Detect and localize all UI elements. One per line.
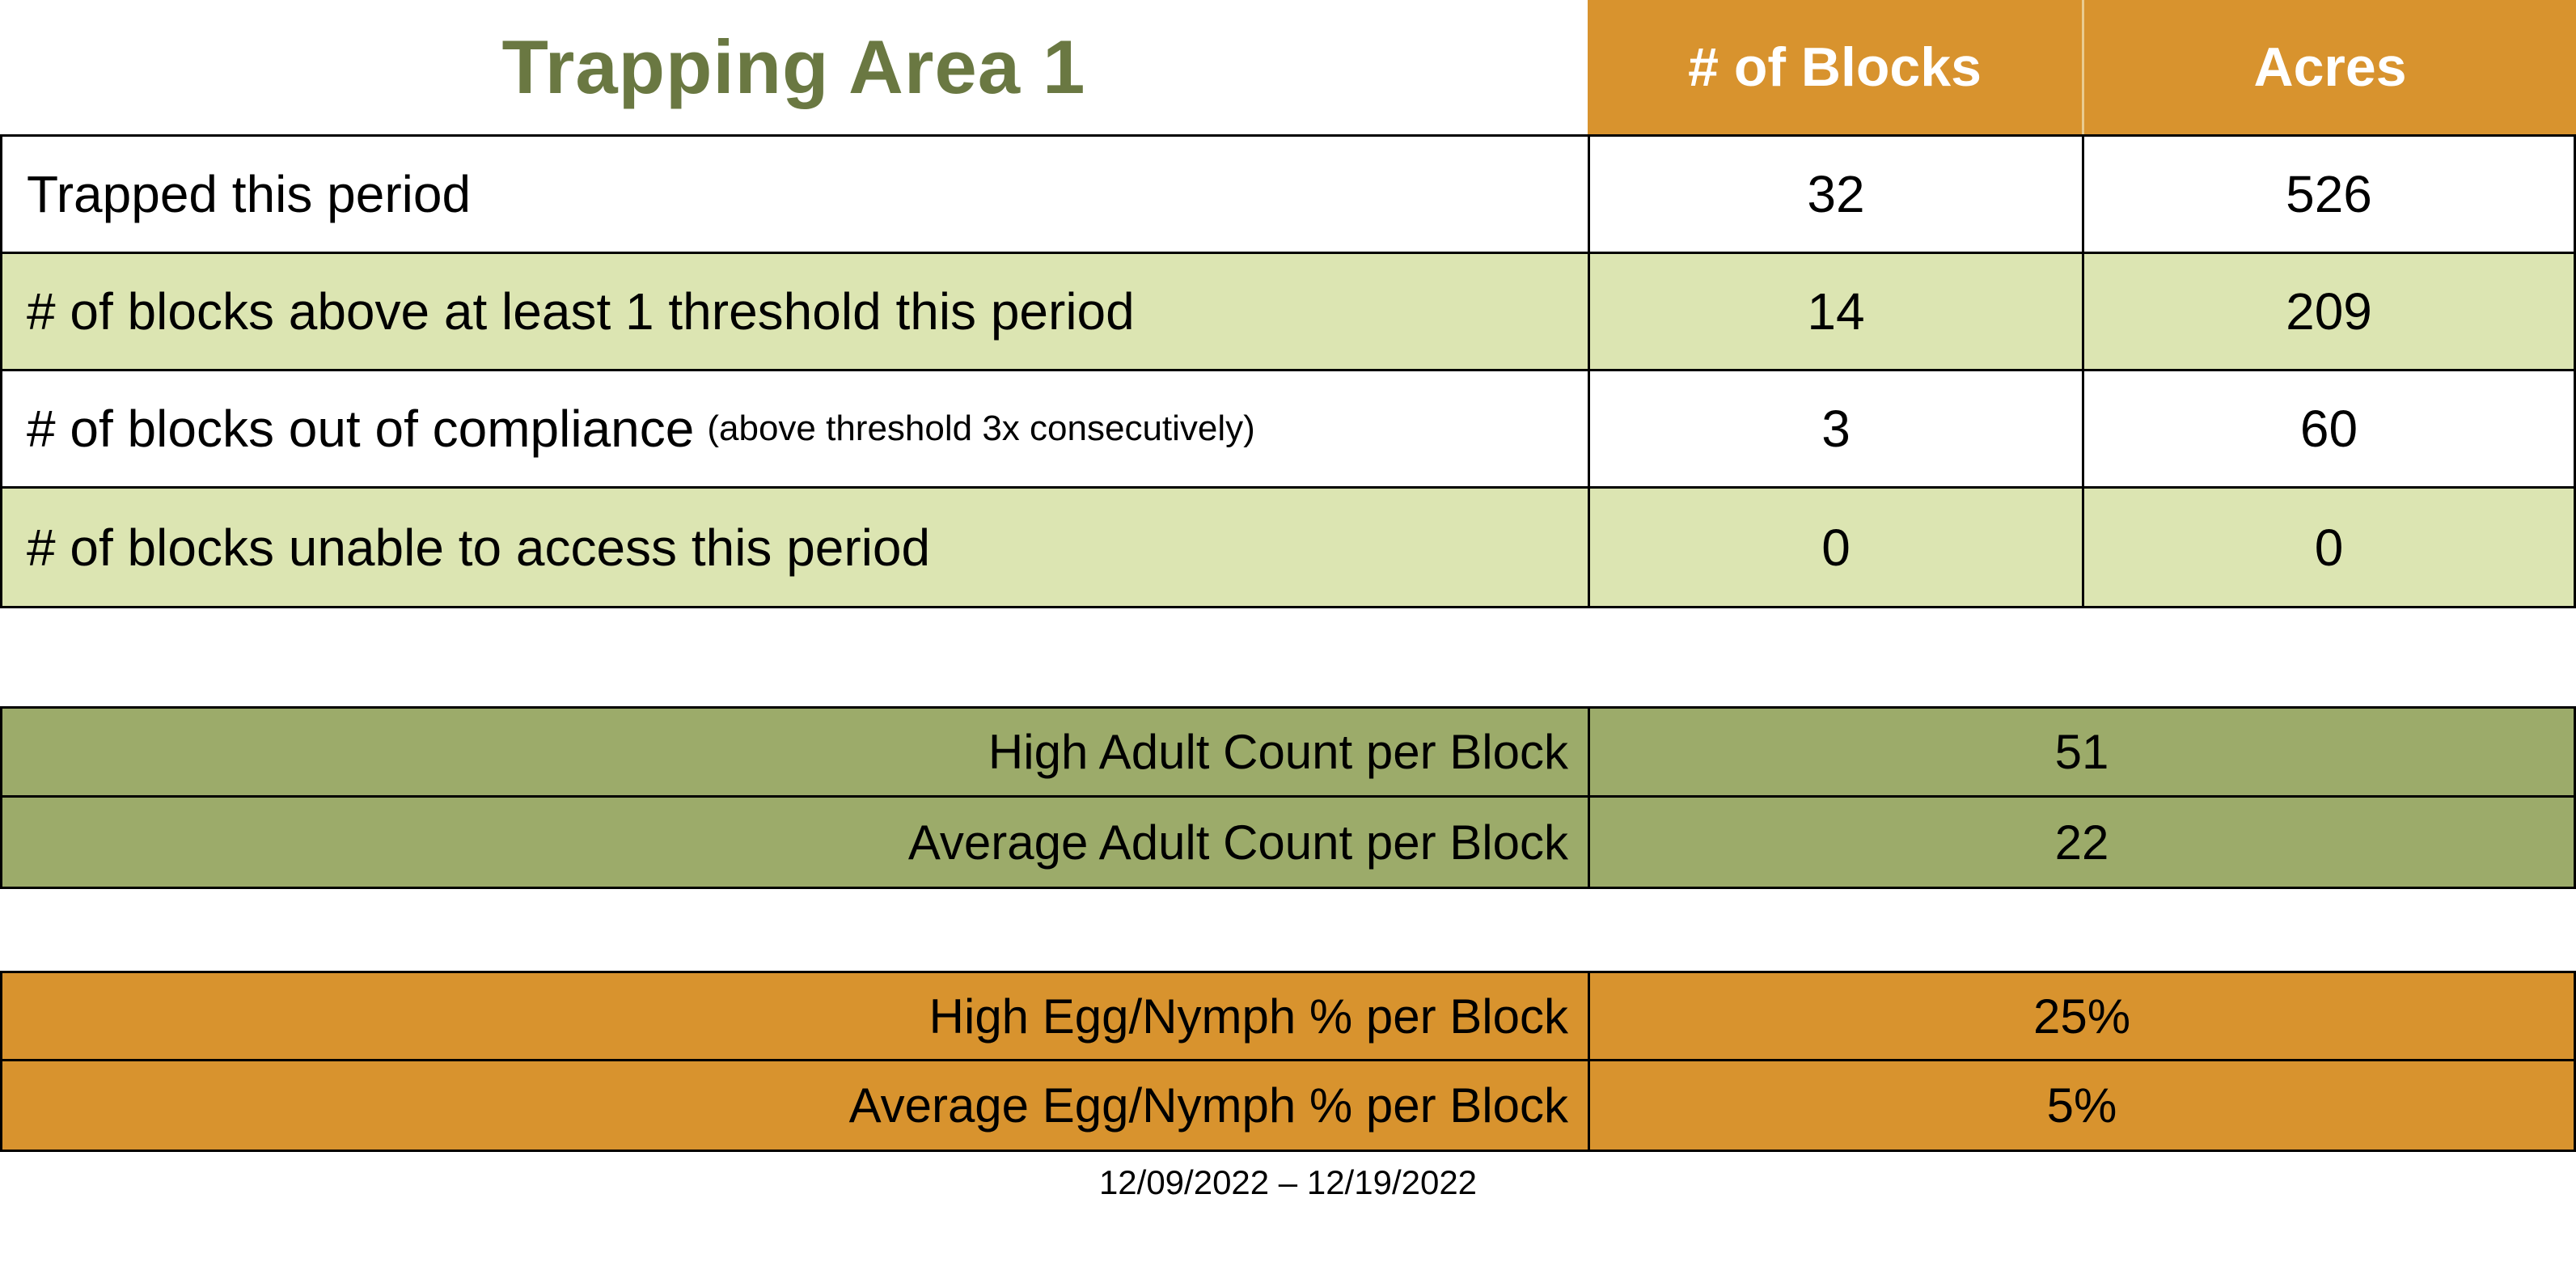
- row-label-text: Trapped this period: [27, 165, 472, 223]
- row-label-text: # of blocks out of compliance: [27, 400, 695, 458]
- trapping-summary-table: Trapped this period 32 526 # of blocks a…: [0, 134, 2576, 608]
- table-row-out-of-compliance: # of blocks out of compliance (above thr…: [2, 371, 2574, 489]
- blocks-value: 14: [1588, 254, 2082, 369]
- row-value: 5%: [1588, 1061, 2574, 1150]
- table-row-average-egg-nymph: Average Egg/Nymph % per Block 5%: [2, 1061, 2574, 1150]
- header-band: Trapping Area 1 # of Blocks Acres: [0, 0, 2576, 134]
- row-value: 22: [1588, 798, 2574, 887]
- acres-value: 526: [2082, 137, 2574, 252]
- row-value: 51: [1588, 709, 2574, 795]
- row-label: # of blocks unable to access this period: [2, 489, 1588, 606]
- page-title: Trapping Area 1: [501, 24, 1086, 109]
- row-label-text: # of blocks above at least 1 threshold t…: [27, 282, 1135, 341]
- egg-nymph-section: High Egg/Nymph % per Block 25% Average E…: [0, 971, 2576, 1152]
- column-header-blocks: # of Blocks: [1588, 0, 2082, 134]
- adult-count-section: High Adult Count per Block 51 Average Ad…: [0, 706, 2576, 889]
- row-label: High Egg/Nymph % per Block: [928, 989, 1568, 1044]
- table-row-above-threshold: # of blocks above at least 1 threshold t…: [2, 254, 2574, 371]
- blocks-value: 3: [1588, 371, 2082, 486]
- blocks-value: 32: [1588, 137, 2082, 252]
- row-label-note: (above threshold 3x consecutively): [707, 409, 1255, 448]
- table-row-trapped-this-period: Trapped this period 32 526: [2, 137, 2574, 254]
- acres-value: 0: [2082, 489, 2574, 606]
- table-row-average-adult-count: Average Adult Count per Block 22: [2, 798, 2574, 887]
- row-value: 25%: [1588, 973, 2574, 1059]
- blocks-value: 0: [1588, 489, 2082, 606]
- row-label: Trapped this period: [2, 137, 1588, 252]
- row-label: High Adult Count per Block: [988, 725, 1568, 779]
- table-row-high-adult-count: High Adult Count per Block 51: [2, 709, 2574, 798]
- column-header-acres: Acres: [2082, 0, 2576, 134]
- row-label: Average Egg/Nymph % per Block: [848, 1078, 1568, 1133]
- acres-value: 60: [2082, 371, 2574, 486]
- table-row-high-egg-nymph: High Egg/Nymph % per Block 25%: [2, 973, 2574, 1061]
- row-label: Average Adult Count per Block: [907, 815, 1568, 870]
- row-label: # of blocks above at least 1 threshold t…: [2, 254, 1588, 369]
- acres-value: 209: [2082, 254, 2574, 369]
- row-label: # of blocks out of compliance (above thr…: [2, 371, 1588, 486]
- row-label-text: # of blocks unable to access this period: [27, 518, 931, 577]
- date-range-caption: 12/09/2022 – 12/19/2022: [1098, 1163, 1478, 1201]
- table-row-unable-to-access: # of blocks unable to access this period…: [2, 489, 2574, 606]
